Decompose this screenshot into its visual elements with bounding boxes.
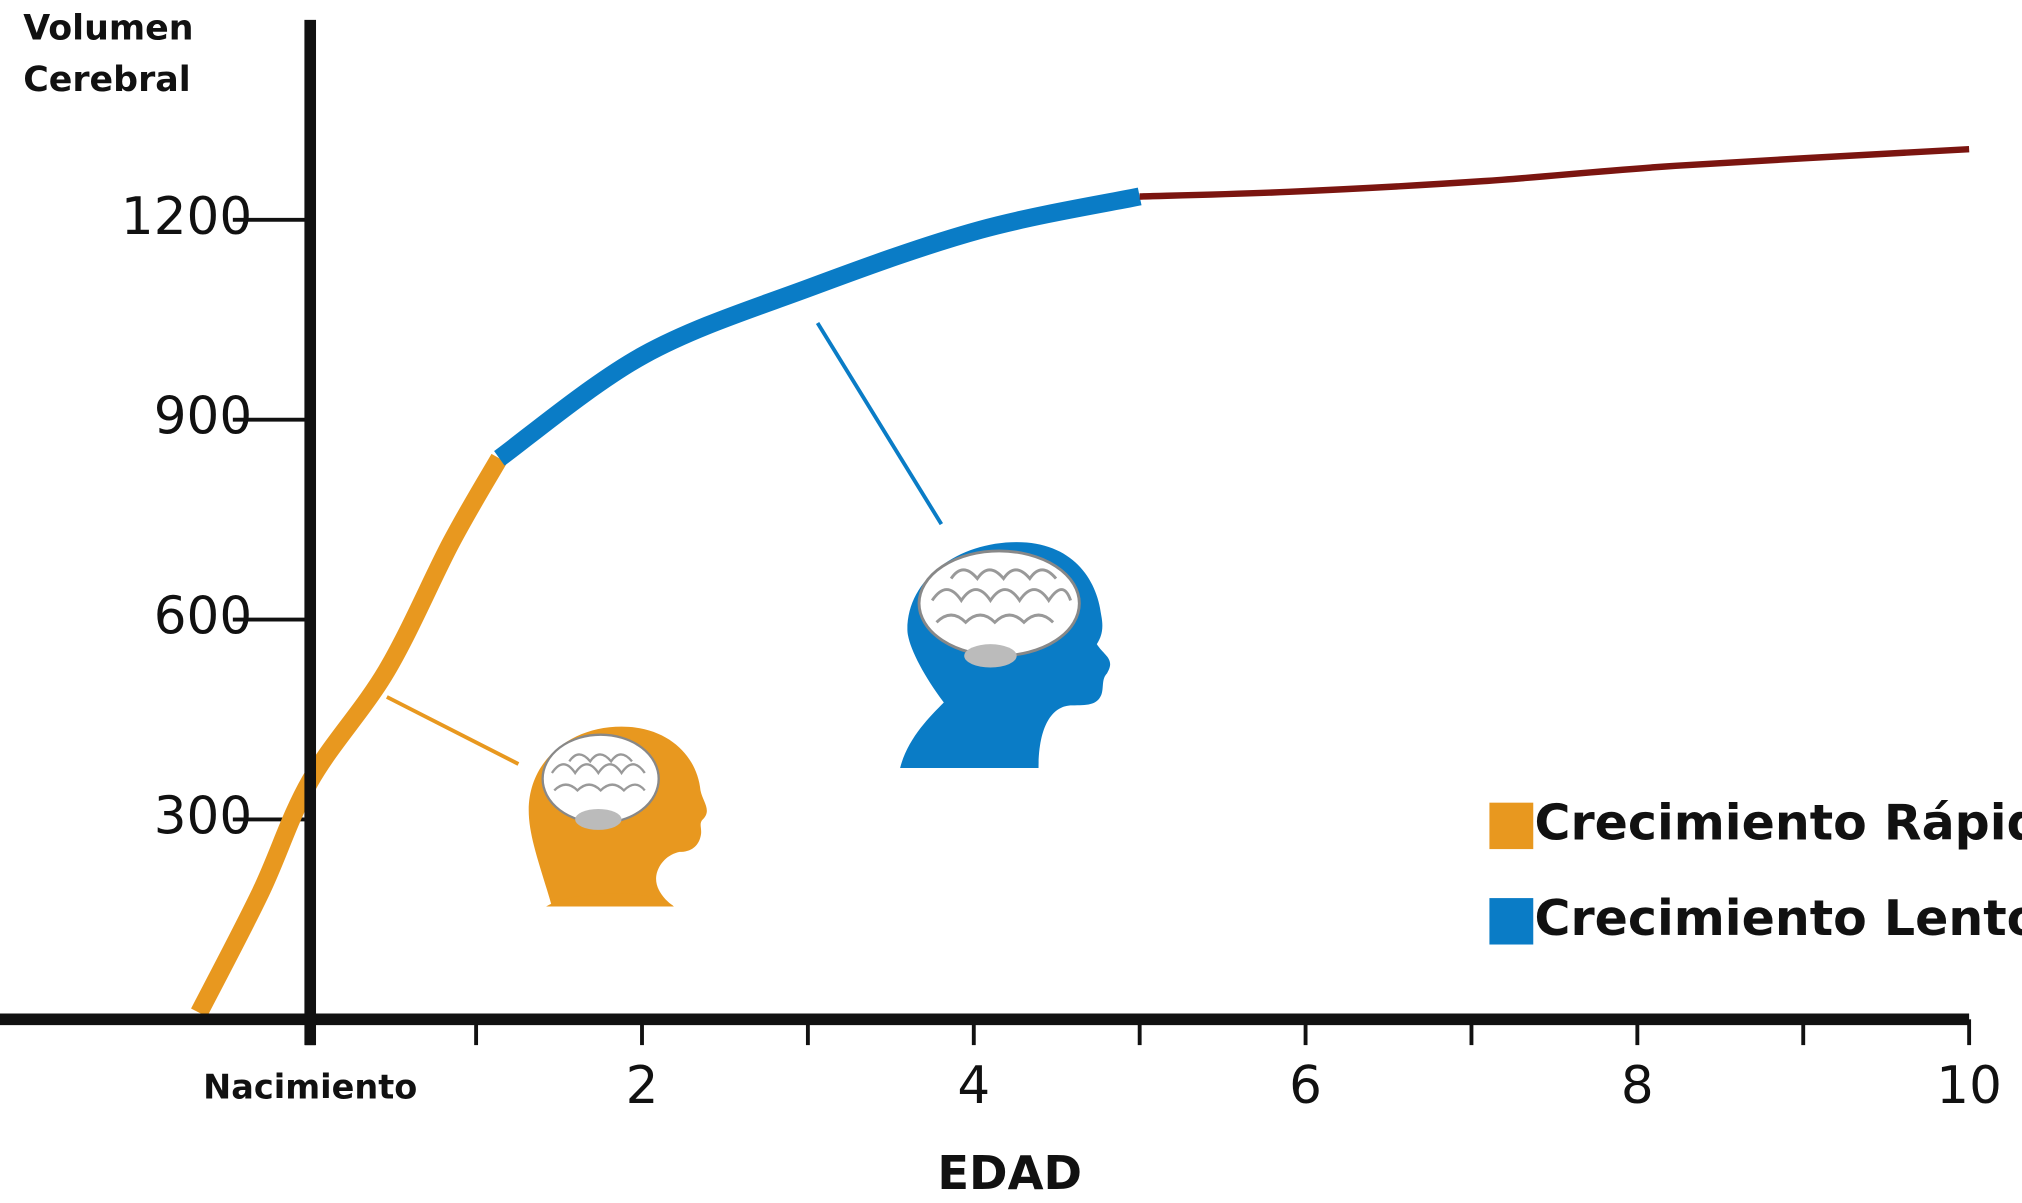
y-label-box: Volumen Cerebral: [23, 8, 194, 100]
x-tick-label: Nacimiento: [203, 1067, 417, 1106]
legend-swatch: [1489, 898, 1534, 945]
child-head-icon: [900, 542, 1111, 769]
pointer-line: [815, 321, 944, 526]
x-tick-label: 8: [1621, 1056, 1654, 1116]
x-tick-label: 6: [1289, 1056, 1322, 1116]
legend-label: Crecimiento Lento: [1535, 890, 2022, 947]
x-tick-label: 10: [1936, 1056, 2002, 1116]
legend-label: Crecimiento Rápido: [1535, 794, 2022, 851]
y-tick-label: 600: [154, 587, 252, 647]
data-line: [1139, 145, 1970, 200]
x-tick-label: 2: [626, 1056, 659, 1116]
x-tick-label: 4: [957, 1056, 990, 1116]
y-tick-label: 1200: [121, 187, 252, 247]
y-axis-label: Volumen Cerebral: [23, 8, 194, 100]
pointer-line: [385, 695, 520, 766]
data-line: [191, 453, 508, 1017]
y-tick-label: 900: [154, 387, 252, 447]
legend-swatch: [1489, 802, 1534, 850]
infant-head-icon: [528, 726, 707, 907]
x-axis-label: EDAD: [937, 1146, 1082, 1200]
y-tick-label: 300: [154, 786, 252, 846]
data-line: [494, 187, 1142, 466]
